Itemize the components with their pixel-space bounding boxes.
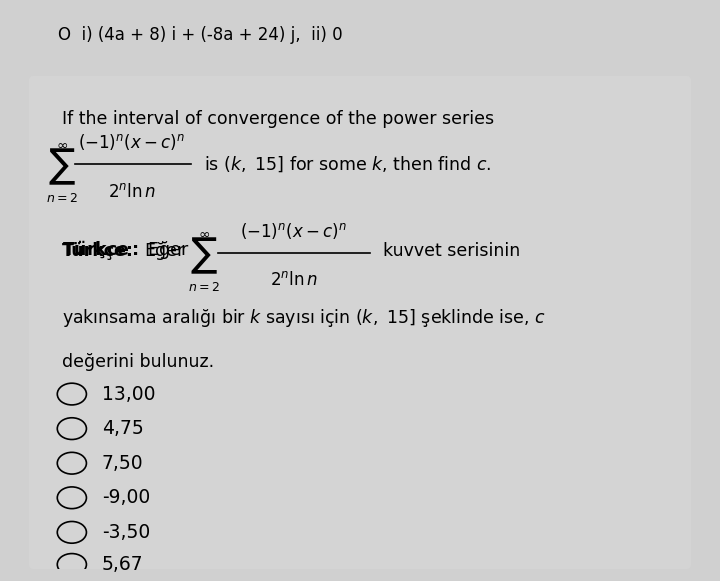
Text: değerini bulunuz.: değerini bulunuz. [62, 353, 214, 371]
Text: $2^n \ln n$: $2^n \ln n$ [107, 182, 156, 200]
Text: kuvvet serisinin: kuvvet serisinin [383, 242, 521, 260]
Text: If the interval of convergence of the power series: If the interval of convergence of the po… [62, 110, 494, 128]
Text: 4,75: 4,75 [102, 419, 143, 438]
Text: O  i) (4a + 8) i + (-8a + 24) j,  ii) 0: O i) (4a + 8) i + (-8a + 24) j, ii) 0 [58, 26, 342, 44]
Text: $\sum$: $\sum$ [191, 235, 218, 276]
Text: $\sum$: $\sum$ [48, 146, 76, 187]
Text: -3,50: -3,50 [102, 523, 150, 542]
Text: 13,00: 13,00 [102, 385, 156, 404]
Text: $n=2$: $n=2$ [189, 281, 220, 295]
Text: $(-1)^n(x - c)^n$: $(-1)^n(x - c)^n$ [78, 132, 185, 152]
Text: $n=2$: $n=2$ [46, 192, 78, 206]
Text: 5,67: 5,67 [102, 555, 143, 574]
Text: yakınsama aralığı bir $k$ sayısı için $(k,\ 15]$ şeklinde ise, $c$: yakınsama aralığı bir $k$ sayısı için $(… [62, 307, 546, 328]
FancyBboxPatch shape [29, 76, 691, 569]
Text: Türkçe:: Türkçe: [62, 242, 134, 260]
Text: -9,00: -9,00 [102, 488, 150, 507]
Text: Eğer: Eğer [145, 242, 185, 260]
Text: $(-1)^n(x - c)^n$: $(-1)^n(x - c)^n$ [240, 221, 347, 241]
Text: $2^n \ln n$: $2^n \ln n$ [270, 271, 318, 289]
Text: is $(k,\ 15]$ for some $k$, then find $c$.: is $(k,\ 15]$ for some $k$, then find $c… [204, 155, 492, 174]
Text: $\infty$: $\infty$ [198, 227, 210, 241]
Text: $\infty$: $\infty$ [56, 138, 68, 152]
Text: 7,50: 7,50 [102, 454, 143, 473]
Text: $\mathbf{T\ddot{u}rk\c{c}e:}$ Eğer: $\mathbf{T\ddot{u}rk\c{c}e:}$ Eğer [62, 239, 189, 262]
